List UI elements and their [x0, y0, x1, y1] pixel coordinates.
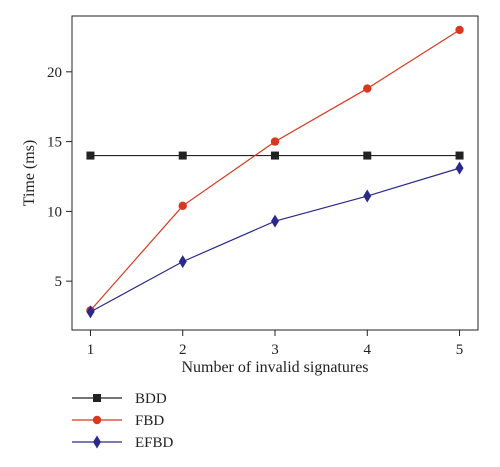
y-tick-label: 20 — [47, 65, 62, 81]
y-axis-label: Time (ms) — [21, 140, 38, 207]
data-point-fbd — [363, 84, 372, 93]
data-point-bdd — [178, 151, 187, 160]
series-layer — [86, 25, 464, 319]
series-line-efbd — [90, 167, 460, 313]
series-line-fbd — [90, 29, 460, 311]
legend-label: BDD — [135, 391, 167, 407]
data-point-bdd — [86, 151, 95, 160]
y-tick-label: 15 — [47, 135, 62, 151]
legend-item-fbd: FBD — [72, 413, 164, 429]
legend-item-bdd: BDD — [72, 391, 167, 407]
legend-marker — [93, 394, 101, 402]
data-point-efbd — [455, 161, 464, 175]
data-point-fbd — [270, 137, 280, 146]
data-point-fbd — [455, 25, 464, 35]
legend-marker — [92, 415, 102, 425]
series-fbd — [86, 25, 464, 315]
x-tick-label: 2 — [179, 342, 187, 358]
series-bdd — [86, 151, 464, 160]
x-tick-label: 5 — [456, 342, 464, 358]
data-point-fbd — [178, 201, 187, 210]
legend-marker — [93, 435, 101, 449]
data-point-efbd — [178, 255, 187, 269]
data-point-efbd — [363, 189, 372, 203]
x-tick-label: 3 — [271, 342, 279, 358]
y-tick-label: 10 — [47, 204, 62, 220]
legend: BDD FBD EFBD — [72, 391, 174, 451]
data-point-bdd — [271, 151, 279, 160]
legend-label: FBD — [135, 413, 164, 429]
data-point-efbd — [271, 214, 279, 228]
legend-item-efbd: EFBD — [72, 435, 174, 451]
x-axis-label: Number of invalid signatures — [181, 359, 368, 376]
data-point-bdd — [363, 151, 372, 160]
series-efbd — [86, 161, 464, 319]
data-point-bdd — [455, 151, 464, 160]
x-tick-label: 4 — [364, 342, 372, 358]
data-point-efbd — [86, 305, 95, 319]
axis-ticks: 1 2 3 4 5 5 10 15 20 — [47, 65, 463, 358]
plot-frame — [71, 15, 479, 331]
x-tick-label: 1 — [87, 342, 95, 358]
legend-label: EFBD — [135, 435, 174, 451]
y-tick-label: 5 — [55, 274, 63, 290]
